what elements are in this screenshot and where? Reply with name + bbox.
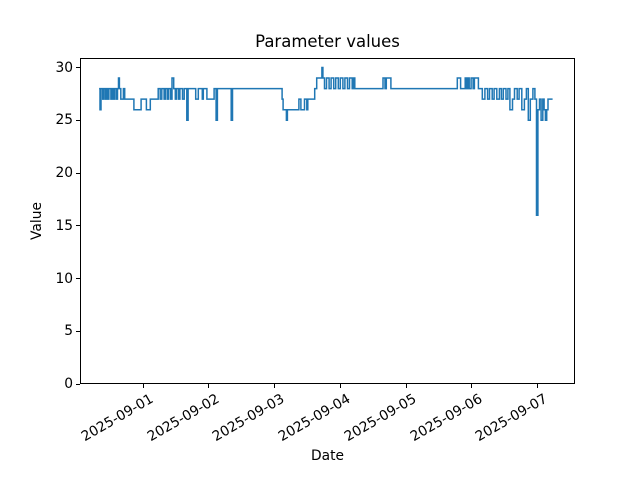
y-tick-mark xyxy=(76,383,80,385)
y-tick-label: 20 xyxy=(55,165,73,181)
y-tick-label: 0 xyxy=(64,376,73,392)
x-tick-label: 2025-09-01 xyxy=(78,391,157,445)
x-tick-mark xyxy=(471,384,473,388)
x-tick-mark xyxy=(339,384,341,388)
y-tick-mark xyxy=(76,119,80,121)
x-tick-label: 2025-09-02 xyxy=(144,391,222,445)
y-tick-mark xyxy=(76,67,80,68)
x-tick-mark xyxy=(208,384,210,388)
y-tick-label: 30 xyxy=(55,59,73,76)
chart-title: Parameter values xyxy=(255,32,400,51)
x-tick-label: 2025-09-03 xyxy=(210,391,288,445)
x-tick-mark xyxy=(405,384,407,388)
x-tick-label: 2025-09-04 xyxy=(275,391,354,445)
y-tick-mark xyxy=(76,278,80,279)
x-tick-label: 2025-09-06 xyxy=(407,391,485,445)
x-tick-label: 2025-09-07 xyxy=(473,391,551,445)
x-axis-label: Date xyxy=(311,448,344,464)
y-tick-mark xyxy=(76,172,80,174)
y-axis-label: Value xyxy=(29,202,45,240)
y-tick-mark xyxy=(76,225,80,227)
y-tick-label: 5 xyxy=(64,323,73,340)
x-tick-mark xyxy=(537,384,538,388)
x-tick-label: 2025-09-05 xyxy=(341,391,420,445)
x-tick-mark xyxy=(142,384,144,388)
y-tick-label: 15 xyxy=(55,217,73,234)
y-tick-label: 10 xyxy=(55,270,73,287)
plot-area xyxy=(80,58,575,384)
y-tick-mark xyxy=(76,330,80,332)
y-tick-label: 25 xyxy=(55,112,73,129)
x-tick-mark xyxy=(274,384,276,388)
